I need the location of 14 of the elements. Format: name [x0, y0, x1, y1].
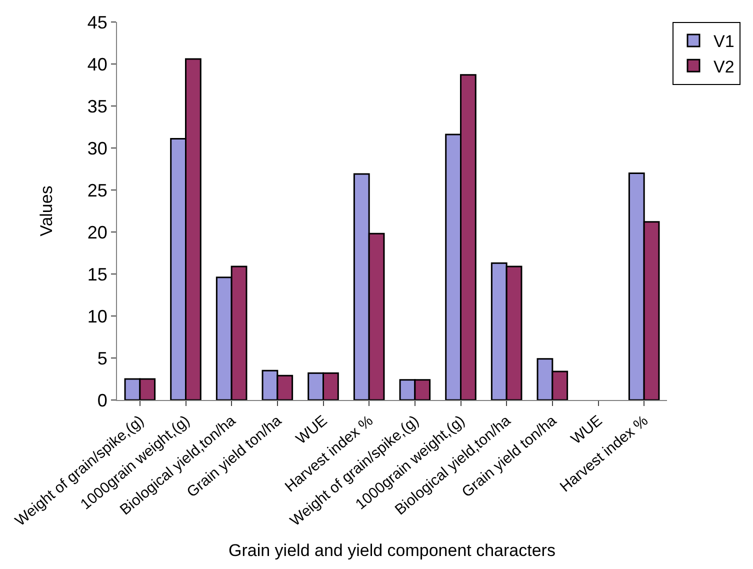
y-tick-label: 0 — [97, 390, 108, 410]
y-tick-label: 20 — [87, 222, 108, 242]
y-tick-label: 30 — [87, 138, 108, 158]
y-tick-label: 45 — [87, 12, 108, 32]
y-tick-label: 5 — [97, 348, 108, 368]
legend-label: V2 — [714, 57, 734, 76]
y-tick-label: 40 — [87, 54, 108, 74]
y-tick-label: 10 — [87, 306, 108, 326]
x-axis-title: Grain yield and yield component characters — [228, 541, 556, 560]
legend-label: V1 — [714, 32, 734, 52]
y-tick-label: 15 — [87, 264, 108, 284]
y-tick-label: 25 — [87, 180, 108, 200]
y-tick-label: 35 — [87, 96, 108, 116]
y-axis-title: Values — [36, 186, 56, 236]
